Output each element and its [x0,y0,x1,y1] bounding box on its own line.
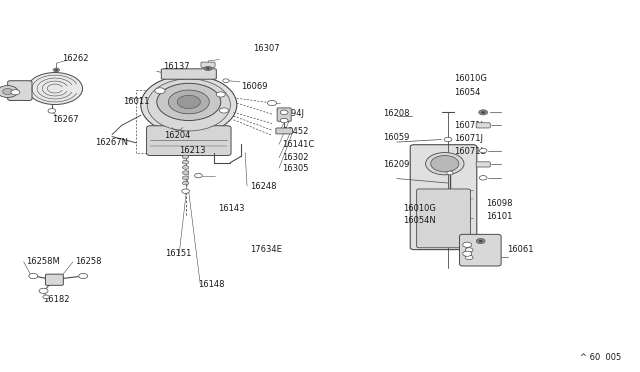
Circle shape [479,148,487,153]
Text: 16258: 16258 [75,257,101,266]
Circle shape [216,92,225,97]
Text: 16010G: 16010G [403,204,436,213]
Circle shape [182,155,189,159]
Circle shape [463,242,472,247]
Text: 16151: 16151 [165,249,191,258]
Circle shape [465,248,473,252]
FancyBboxPatch shape [277,108,291,121]
Circle shape [53,68,60,72]
Circle shape [79,273,88,279]
Text: 16071J: 16071J [454,134,483,143]
FancyBboxPatch shape [45,274,63,285]
Circle shape [39,288,48,294]
Circle shape [48,109,56,113]
Circle shape [476,238,485,244]
Text: 16209: 16209 [383,160,409,169]
Circle shape [182,160,189,164]
Text: 16262: 16262 [62,54,88,62]
Text: 16059: 16059 [383,133,409,142]
Text: 16010G: 16010G [454,74,487,83]
Text: 16182: 16182 [44,295,70,304]
Text: ^ 60  005: ^ 60 005 [580,353,621,362]
Circle shape [3,89,13,94]
Circle shape [28,73,83,105]
FancyBboxPatch shape [476,123,490,128]
Text: 16208: 16208 [383,109,409,118]
Text: 16141C: 16141C [282,140,314,149]
Circle shape [0,86,18,97]
Circle shape [220,108,228,113]
Circle shape [157,83,221,121]
Text: 16011: 16011 [124,97,150,106]
Circle shape [155,88,165,94]
Text: 16137: 16137 [163,62,190,71]
Text: 16071I: 16071I [454,121,483,130]
Text: 16061: 16061 [508,245,534,254]
Text: 16307: 16307 [253,44,280,53]
Text: 16071L: 16071L [454,147,486,155]
Text: 16148: 16148 [198,280,225,289]
Circle shape [444,137,452,142]
Circle shape [177,95,200,109]
FancyBboxPatch shape [410,145,477,250]
Circle shape [29,273,38,279]
FancyBboxPatch shape [8,81,32,100]
Circle shape [182,189,189,193]
Circle shape [168,90,209,114]
Ellipse shape [426,153,464,175]
Circle shape [182,181,189,185]
Text: 16204: 16204 [164,131,191,140]
Text: 16267N: 16267N [95,138,128,147]
Circle shape [207,68,209,69]
FancyBboxPatch shape [276,128,292,134]
Text: 16258M: 16258M [26,257,60,266]
Circle shape [431,155,459,172]
Circle shape [43,295,49,299]
Circle shape [204,66,212,71]
Circle shape [182,176,189,180]
Text: 16248: 16248 [250,182,276,190]
Text: 16098: 16098 [486,199,513,208]
Text: 16452: 16452 [282,127,308,136]
FancyBboxPatch shape [476,162,490,167]
Text: 16213: 16213 [179,146,205,155]
FancyBboxPatch shape [417,189,470,248]
Text: 16302: 16302 [282,153,308,162]
Ellipse shape [141,75,237,135]
Circle shape [182,171,189,174]
Circle shape [11,90,20,95]
Text: 16069: 16069 [241,82,268,91]
Circle shape [223,79,229,83]
Text: 16394J: 16394J [275,109,304,118]
Text: 16143: 16143 [218,204,244,213]
Circle shape [280,110,288,115]
Text: 16305: 16305 [282,164,308,173]
Text: 16054: 16054 [454,88,481,97]
Circle shape [268,100,276,106]
Circle shape [182,166,189,169]
Circle shape [55,69,58,71]
Circle shape [479,110,488,115]
Text: 17634E: 17634E [250,245,282,254]
Ellipse shape [147,79,230,131]
FancyBboxPatch shape [161,69,216,79]
FancyBboxPatch shape [460,234,501,266]
Text: 16054N: 16054N [403,216,436,225]
FancyBboxPatch shape [147,126,231,155]
Circle shape [479,176,487,180]
Text: 16267: 16267 [52,115,79,124]
Circle shape [479,240,483,242]
FancyBboxPatch shape [201,62,215,67]
Circle shape [280,118,288,123]
Circle shape [447,171,453,175]
Circle shape [463,251,472,256]
Circle shape [195,173,202,178]
Text: 16101: 16101 [486,212,513,221]
Circle shape [481,111,485,113]
Circle shape [465,255,473,260]
